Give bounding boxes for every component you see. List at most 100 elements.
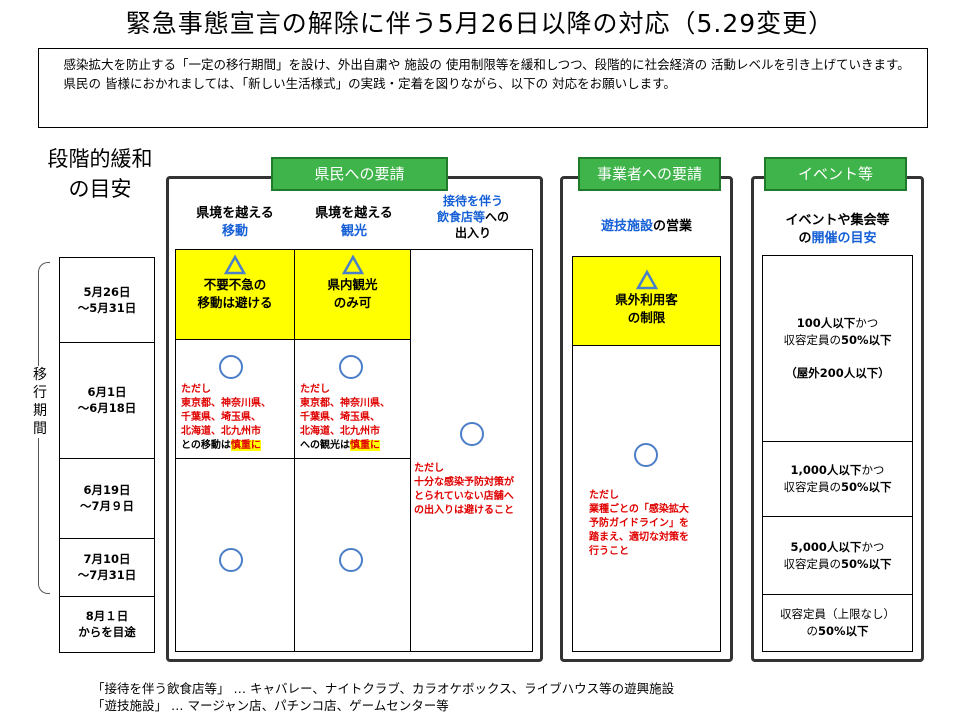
note-line: 北海道、北九州市 bbox=[300, 426, 380, 437]
triangle-icon bbox=[224, 254, 246, 275]
limit-rate: 50%以下 bbox=[840, 480, 892, 494]
business-header: 遊技施設の営業 bbox=[566, 218, 727, 236]
outdoor-limit: （屋外200人以下） bbox=[785, 366, 890, 380]
note-line: 千葉県、埼玉県、 bbox=[300, 412, 380, 423]
note-line: 東京都、神奈川県、 bbox=[181, 398, 271, 409]
note-line: 東京都、神奈川県、 bbox=[300, 398, 390, 409]
intro-line-2: 県民の 皆様におかれましては、「新しい生活様式」の実践・定着を図りながら、以下の… bbox=[63, 76, 676, 91]
circle-icon bbox=[219, 355, 243, 379]
date-column: 5月26日 ～5月31日 6月1日 ～6月18日 6月19日 ～7月９日 7月10日 ～… bbox=[59, 257, 155, 653]
venue-caution-note: ただし 十分な感染予防対策が とられていない店舗へ の出入りは避けること bbox=[414, 462, 532, 518]
col-header-sightseeing: 県境を越える 観光 bbox=[295, 205, 413, 241]
header-text: への bbox=[485, 210, 510, 224]
note-line: ただし bbox=[181, 384, 211, 395]
date-start: 6月19日 bbox=[83, 483, 131, 497]
note-line: 業種ごとの「感染拡大 bbox=[589, 504, 689, 515]
date-start: 5月26日 bbox=[83, 285, 131, 299]
grid-divider bbox=[410, 249, 411, 652]
footnote: 「遊技施設」 … マージャン店、パチンコ店、ゲームセンター等 bbox=[92, 698, 449, 713]
circle-icon bbox=[339, 355, 363, 379]
header-keyword: 移動 bbox=[221, 224, 248, 239]
date-end: ～7月31日 bbox=[77, 568, 137, 582]
limit-text: の bbox=[806, 624, 818, 638]
date-start: 6月1日 bbox=[87, 385, 127, 399]
triangle-icon bbox=[635, 269, 658, 290]
footnotes: 「接待を伴う飲食店等」 … キャバレー、ナイトクラブ、カラオケボックス、ライブハ… bbox=[92, 680, 674, 714]
date-end: ～7月９日 bbox=[79, 499, 134, 513]
footnote: 「接待を伴う飲食店等」 … キャバレー、ナイトクラブ、カラオケボックス、ライブハ… bbox=[92, 681, 675, 696]
col-header-venues: 接待を伴う 飲食店等への 出入り bbox=[412, 193, 534, 241]
header-text: の営業 bbox=[653, 219, 693, 234]
circle-icon bbox=[460, 422, 484, 446]
period-label: 移行期間 bbox=[30, 366, 50, 438]
note-line: への観光は bbox=[300, 440, 350, 451]
date-row: 6月1日 ～6月18日 bbox=[60, 342, 154, 459]
guide-heading: 段階的緩和 の目安 bbox=[30, 144, 170, 204]
circle-icon bbox=[339, 548, 363, 572]
limit-text: かつ bbox=[861, 463, 885, 477]
event-limit-cell: 1,000人以下かつ 収容定員の50%以下 bbox=[762, 441, 913, 517]
header-keyword: 遊技施設 bbox=[600, 219, 653, 234]
business-restriction-box: 県外利用客 の制限 bbox=[572, 256, 721, 346]
date-row: 7月10日 ～7月31日 bbox=[60, 538, 154, 597]
box-text: の制限 bbox=[627, 310, 666, 325]
grid-divider bbox=[175, 458, 410, 459]
circle-icon bbox=[219, 548, 243, 572]
events-header: イベントや集会等 の開催の目安 bbox=[757, 212, 918, 248]
header-text: 県境を越える bbox=[315, 206, 393, 221]
triangle-icon bbox=[341, 254, 364, 275]
date-start: 8月１日 bbox=[85, 609, 129, 623]
header-keyword: 飲食店等 bbox=[436, 210, 485, 224]
header-text: 県境を越える bbox=[196, 206, 274, 221]
note-line: ただし bbox=[589, 490, 619, 501]
date-row: 6月19日 ～7月９日 bbox=[60, 458, 154, 539]
business-tab: 事業者への要請 bbox=[578, 157, 721, 191]
limit-rate: 50%以下 bbox=[817, 624, 869, 638]
date-start: 7月10日 bbox=[83, 552, 131, 566]
limit-text: 収容定員の bbox=[783, 333, 841, 347]
business-caution-note: ただし 業種ごとの「感染拡大 予防ガイドライン」を 踏まえ、適切な対策を 行うこ… bbox=[589, 489, 717, 559]
note-line: とられていない店舗へ bbox=[414, 491, 514, 502]
intro-line-1: 感染拡大を防止する「一定の移行期間」を設け、外出自粛や 施設の 使用制限等を緩和… bbox=[63, 57, 910, 72]
note-line: ただし bbox=[300, 384, 330, 395]
residents-tab: 県民への要請 bbox=[271, 157, 448, 191]
box-text: 移動は避ける bbox=[197, 295, 273, 310]
note-highlight: 慎重に bbox=[350, 440, 380, 451]
event-limit-cell: 100人以下かつ 収容定員の50%以下 （屋外200人以下） bbox=[762, 255, 913, 442]
date-row: 8月１日からを目途 bbox=[60, 596, 154, 652]
header-text: イベントや集会等 bbox=[785, 213, 890, 228]
header-keyword: 観光 bbox=[340, 224, 367, 239]
limit-rate: 50%以下 bbox=[840, 556, 892, 571]
sightseeing-restriction-box: 県内観光 のみ可 bbox=[294, 249, 411, 340]
note-line: の出入りは避けること bbox=[414, 505, 514, 516]
note-line: 行うこと bbox=[589, 546, 629, 557]
circle-icon bbox=[634, 443, 658, 467]
date-end: ～6月18日 bbox=[77, 401, 137, 415]
event-limit-cell: 収容定員（上限なし） の50%以下 bbox=[762, 594, 913, 652]
date-end: からを目途 bbox=[78, 625, 136, 639]
note-line: 北海道、北九州市 bbox=[181, 426, 261, 437]
note-line: ただし bbox=[414, 463, 444, 474]
note-line: 踏まえ、適切な対策を bbox=[589, 532, 689, 543]
header-keyword: 接待を伴う bbox=[442, 194, 503, 208]
limit-text: かつ bbox=[855, 316, 879, 330]
limit-count: 100人以下 bbox=[796, 316, 856, 330]
limit-count: 5,000人以下 bbox=[790, 539, 862, 554]
header-keyword: 開催の目安 bbox=[811, 231, 877, 246]
guide-line-2: の目安 bbox=[68, 177, 132, 201]
sightseeing-caution-note: ただし 東京都、神奈川県、 千葉県、埼玉県、 北海道、北九州市 への観光は慎重に bbox=[300, 383, 410, 453]
box-text: 県外利用客 bbox=[615, 292, 678, 307]
col-header-move: 県境を越える 移動 bbox=[176, 205, 294, 241]
event-limit-cell: 5,000人以下かつ 収容定員の50%以下 bbox=[762, 516, 913, 595]
page-title: 緊急事態宣言の解除に伴う5月26日以降の対応（5.29変更） bbox=[125, 9, 835, 38]
note-line: 千葉県、埼玉県、 bbox=[181, 412, 261, 423]
note-line: 十分な感染予防対策が bbox=[414, 477, 514, 488]
limit-text: 収容定員の bbox=[783, 556, 841, 571]
move-restriction-box: 不要不急の 移動は避ける bbox=[175, 249, 295, 340]
guide-line-1: 段階的緩和 bbox=[47, 147, 153, 171]
intro-box: 感染拡大を防止する「一定の移行期間」を設け、外出自粛や 施設の 使用制限等を緩和… bbox=[38, 48, 928, 128]
box-text: 不要不急の bbox=[203, 277, 267, 292]
limit-text: 収容定員の bbox=[783, 480, 841, 494]
note-line: との移動は bbox=[181, 440, 231, 451]
note-line: 予防ガイドライン」を bbox=[589, 518, 689, 529]
